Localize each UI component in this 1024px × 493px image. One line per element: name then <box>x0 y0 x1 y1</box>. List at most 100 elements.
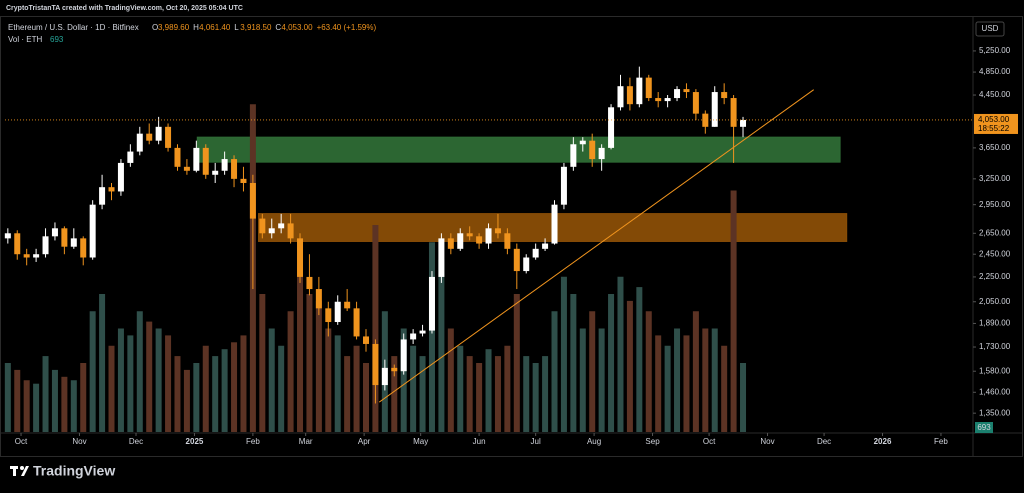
volume-title: Vol · ETH <box>8 35 42 44</box>
candle-body <box>80 238 87 258</box>
candle-body <box>438 238 445 277</box>
volume-bar <box>259 294 266 432</box>
volume-bar <box>532 363 539 432</box>
legend-key: H <box>193 23 199 32</box>
candle-body <box>532 248 539 258</box>
symbol: Ethereum / U.S. Dollar · 1D · Bitfinex <box>8 23 139 32</box>
legend-value: 4,061.40 <box>199 23 231 32</box>
volume-bar <box>598 328 605 432</box>
volume-bar <box>297 276 304 432</box>
candle-body <box>579 140 586 145</box>
y-tick-label: 1,730.00 <box>979 342 1011 351</box>
volume-bar <box>193 363 200 432</box>
volume-bar <box>702 328 709 432</box>
volume-bar <box>608 294 615 432</box>
volume-bar <box>692 311 699 432</box>
volume-bar <box>419 356 426 432</box>
y-tick-label: 3,250.00 <box>979 174 1011 183</box>
volume-bar <box>61 376 68 432</box>
y-tick-label: 1,350.00 <box>979 408 1011 417</box>
x-tick-label: Oct <box>703 437 716 446</box>
candle-body <box>513 248 520 272</box>
candle-body <box>721 92 728 99</box>
y-tick-label: 5,250.00 <box>979 46 1011 55</box>
currency: USD <box>982 24 999 33</box>
volume-bar <box>551 311 558 432</box>
volume-bar <box>664 345 671 432</box>
y-tick-label: 2,250.00 <box>979 272 1011 281</box>
candle-body <box>598 147 605 160</box>
volume-bar <box>428 242 435 432</box>
candle-body <box>51 228 58 237</box>
legend-key: O <box>152 23 158 32</box>
candle-body <box>315 289 322 309</box>
volume-bar <box>674 328 681 432</box>
trendline <box>378 89 815 403</box>
candle-body <box>476 236 483 244</box>
candle-body <box>146 133 153 141</box>
candle-body <box>155 126 162 141</box>
volume-bar <box>466 356 473 432</box>
volume-bar <box>740 363 747 432</box>
x-tick-label: Mar <box>299 437 313 446</box>
y-tick-label: 2,650.00 <box>979 228 1011 237</box>
candle-body <box>570 144 577 167</box>
candle-body <box>306 276 313 290</box>
volume-bar <box>4 363 11 432</box>
candle-body <box>23 254 30 258</box>
candle-body <box>193 147 200 171</box>
candle-body <box>297 238 304 277</box>
ohlc-legend: O 3,989.60 H 4,061.40 L 3,918.50 C 4,053.00 +63.… <box>152 23 376 32</box>
volume-bar <box>99 294 106 432</box>
volume-bar <box>570 294 577 432</box>
volume-bar <box>655 335 662 432</box>
volume-bar <box>89 311 96 432</box>
volume-bar <box>504 345 511 432</box>
volume-bar <box>400 328 407 432</box>
candle-body <box>683 89 690 93</box>
x-tick-label: Nov <box>760 437 774 446</box>
brand: TradingView <box>33 463 115 479</box>
candle-body <box>221 159 228 171</box>
candle-body <box>344 301 351 309</box>
candle-body <box>325 308 332 323</box>
y-tick-label: 2,050.00 <box>979 297 1011 306</box>
candle-body <box>655 98 662 102</box>
candle-body <box>174 147 181 167</box>
candle-body <box>457 233 464 249</box>
volume-bar <box>589 311 596 432</box>
volume-bar <box>23 380 30 432</box>
candle-body <box>70 238 77 247</box>
legend-key: C <box>275 23 281 32</box>
volume-bar <box>268 328 275 432</box>
volume-bar <box>560 276 567 432</box>
candle-body <box>61 228 68 247</box>
x-tick-label: Dec <box>129 437 143 446</box>
candle-body <box>551 204 558 244</box>
volume-axis-badge <box>975 422 993 433</box>
candle-body <box>353 308 360 337</box>
x-tick-label: May <box>413 437 428 446</box>
candle-body <box>231 159 238 179</box>
volume-bar <box>447 328 454 432</box>
volume-bar <box>117 328 124 432</box>
volume-bar <box>476 363 483 432</box>
volume-axis-label: 693 <box>977 423 991 432</box>
candle-body <box>89 204 96 258</box>
volume-bar <box>730 190 737 432</box>
y-tick-label: 3,650.00 <box>979 143 1011 152</box>
candle-body <box>485 228 492 244</box>
volume-bar <box>155 328 162 432</box>
volume-bar <box>579 328 586 432</box>
candle-body <box>636 77 643 105</box>
x-tick-label: Jun <box>473 437 486 446</box>
x-tick-label: Sep <box>645 437 660 446</box>
volume-bar <box>391 356 398 432</box>
candle-body <box>560 166 567 205</box>
y-tick-label: 1,890.00 <box>979 319 1011 328</box>
candle-body <box>702 113 709 127</box>
volume-bar <box>636 287 643 432</box>
volume-bar <box>494 356 501 432</box>
candle-body <box>183 166 190 171</box>
